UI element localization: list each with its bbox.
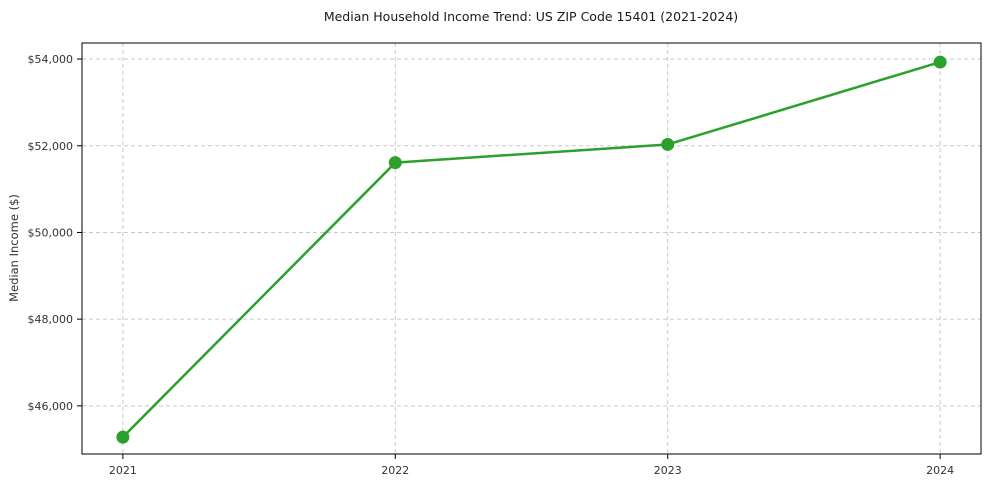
chart-title: Median Household Income Trend: US ZIP Co… — [324, 9, 738, 24]
y-tick-label: $46,000 — [28, 400, 74, 413]
trend-line — [121, 60, 942, 439]
x-tick-label: 2021 — [109, 464, 137, 477]
x-tick-label: 2024 — [926, 464, 954, 477]
data-point-marker — [661, 137, 675, 151]
x-tick-label: 2023 — [654, 464, 682, 477]
x-tick-label: 2022 — [381, 464, 409, 477]
y-tick-label: $50,000 — [28, 226, 74, 239]
data-point-marker — [388, 156, 402, 170]
y-tick-label: $52,000 — [28, 140, 74, 153]
y-tick-label: $54,000 — [28, 53, 74, 66]
plot-area: $46,000 $48,000 $50,000 $52,000 $54,000 2021 2… — [28, 42, 982, 477]
data-point-marker — [933, 55, 947, 69]
plot-border — [81, 42, 982, 455]
data-point-marker — [116, 430, 130, 444]
y-axis-label: Median Income ($) — [7, 194, 21, 302]
y-tick-label: $48,000 — [28, 313, 74, 326]
